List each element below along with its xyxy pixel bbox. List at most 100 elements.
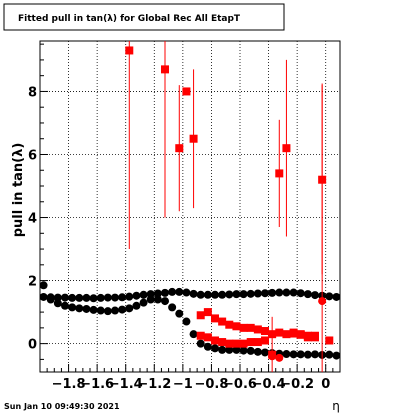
data-point-circle: [325, 350, 334, 359]
data-point-circle: [289, 350, 298, 359]
data-point-circle: [175, 309, 184, 318]
data-point-circle: [168, 303, 177, 312]
data-point-circle: [211, 290, 219, 299]
data-point-circle: [118, 305, 127, 314]
data-point-square: [211, 314, 219, 323]
x-tick-labels: −1.8−1.6−1.4−1.2 −1 −0.8−0.6−0.4−0.2 0: [52, 377, 331, 392]
data-point-circle: [182, 288, 191, 297]
data-point-circle: [68, 303, 77, 312]
data-point-circle: [46, 295, 55, 304]
x-tick-label: −0.2: [280, 377, 314, 392]
data-point-circle: [261, 289, 269, 298]
data-point-square: [203, 333, 212, 342]
data-point-circle: [239, 290, 248, 299]
data-point-circle: [261, 348, 269, 357]
data-point-circle: [275, 353, 284, 362]
y-tick-label: 6: [28, 148, 37, 163]
x-tick-label: −1: [173, 377, 193, 392]
data-point-circle: [132, 291, 141, 300]
x-tick-label: −1.8: [52, 377, 86, 392]
grid-lines: [40, 41, 340, 372]
data-point-circle: [296, 350, 305, 359]
data-point-circle: [53, 299, 62, 308]
data-point-circle: [311, 291, 319, 300]
data-point-circle: [311, 350, 319, 359]
data-point-circle: [111, 306, 119, 315]
x-tick-label: −0.6: [223, 377, 257, 392]
data-point-square: [296, 330, 305, 339]
data-point-circle: [225, 290, 234, 299]
data-point-circle: [61, 301, 69, 310]
y-tick-label: 0: [28, 338, 37, 353]
data-point-square: [125, 46, 134, 55]
data-point-circle: [325, 292, 334, 301]
data-point-square: [196, 311, 205, 320]
data-point-square: [311, 331, 319, 340]
data-point-circle: [139, 298, 148, 307]
data-point-circle: [161, 288, 169, 297]
data-point-square: [253, 325, 262, 334]
data-point-square: [232, 339, 241, 348]
x-tick-label: −1.4: [109, 377, 143, 392]
data-point-square: [246, 323, 255, 332]
data-point-circle: [89, 294, 98, 303]
data-point-circle: [282, 350, 291, 359]
data-point-square: [203, 308, 212, 317]
x-tick-label: −0.8: [194, 377, 228, 392]
x-tick-label: −1.6: [80, 377, 114, 392]
data-point-square: [225, 339, 234, 348]
data-point-circle: [153, 289, 162, 298]
data-point-circle: [82, 304, 91, 313]
data-point-circle: [218, 345, 227, 354]
data-point-circle: [118, 293, 127, 302]
data-point-circle: [53, 293, 62, 302]
data-point-square: [218, 317, 227, 326]
data-point-circle: [189, 289, 198, 298]
y-tick-label: 2: [28, 275, 37, 290]
data-point-square: [225, 320, 234, 329]
data-point-circle: [182, 317, 191, 326]
data-point-circle: [103, 307, 112, 316]
data-point-circle: [39, 281, 48, 290]
data-point-square: [275, 328, 284, 337]
data-point-square: [303, 333, 312, 342]
data-point-circle: [96, 293, 105, 302]
chart-title-box: Fitted pull in tan(λ) for Global Rec All…: [3, 3, 285, 31]
x-tick-label: 0: [321, 377, 330, 392]
x-axis-title: η: [332, 399, 340, 413]
data-point-circle: [253, 289, 262, 298]
data-point-circle: [61, 293, 69, 302]
data-point-circle: [161, 297, 169, 306]
data-point-circle: [289, 288, 298, 297]
data-point-square: [211, 336, 219, 345]
data-point-circle: [75, 293, 84, 302]
data-point-circle: [296, 289, 305, 298]
data-point-square: [289, 328, 298, 337]
y-tick-label: 8: [28, 85, 37, 100]
data-point-circle: [218, 290, 227, 299]
data-point-circle: [268, 352, 277, 361]
data-point-circle: [246, 289, 255, 298]
data-point-circle: [303, 290, 312, 299]
y-axis-title: pull in tan(λ): [11, 143, 26, 238]
data-point-circle: [125, 292, 134, 301]
data-point-circle: [82, 293, 91, 302]
data-point-circle: [246, 346, 255, 355]
data-point-square: [246, 338, 255, 347]
data-point-circle: [175, 287, 184, 296]
data-point-circle: [232, 290, 241, 299]
data-point-square: [196, 331, 205, 340]
data-point-circle: [318, 297, 327, 306]
y-tick-label: 4: [28, 212, 37, 227]
data-point-square: [282, 330, 291, 339]
data-point-square: [275, 169, 284, 178]
data-point-circle: [332, 292, 341, 301]
data-marks: [39, 41, 341, 372]
data-point-square: [218, 338, 227, 347]
data-point-square: [239, 339, 248, 348]
data-point-square: [232, 322, 241, 331]
data-point-circle: [211, 344, 219, 353]
data-point-square: [261, 336, 269, 345]
x-tick-label: −1.2: [137, 377, 171, 392]
